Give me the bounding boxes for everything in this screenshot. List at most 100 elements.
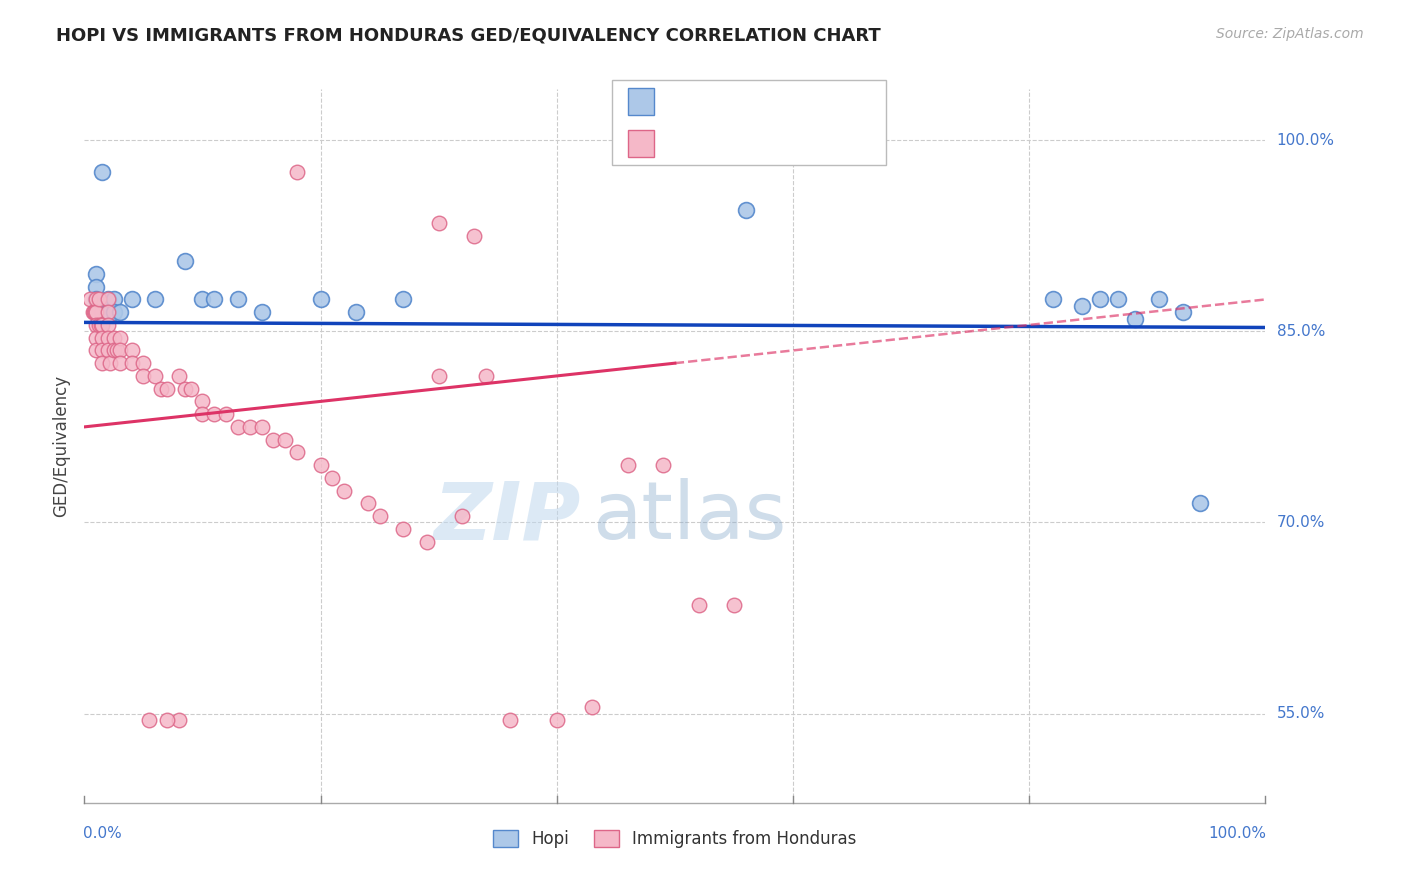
- Point: [191, 293, 214, 307]
- Point: [91, 343, 114, 358]
- Point: [138, 713, 160, 727]
- Point: [202, 407, 225, 421]
- Point: [84, 305, 107, 319]
- Point: [84, 343, 107, 358]
- Point: [121, 293, 143, 307]
- Point: [285, 445, 308, 459]
- Point: [475, 368, 498, 383]
- Point: [150, 382, 173, 396]
- Point: [121, 356, 143, 370]
- Point: [226, 293, 249, 307]
- Point: [108, 356, 131, 370]
- Point: [546, 713, 568, 727]
- Text: atlas: atlas: [592, 478, 786, 557]
- Point: [392, 522, 415, 536]
- Point: [108, 331, 131, 345]
- Point: [1107, 293, 1129, 307]
- Text: 29: 29: [807, 95, 831, 113]
- Text: 100.0%: 100.0%: [1277, 133, 1334, 148]
- Point: [97, 293, 120, 307]
- Point: [191, 394, 214, 409]
- Text: 100.0%: 100.0%: [1209, 826, 1267, 841]
- Point: [180, 382, 202, 396]
- Point: [344, 305, 367, 319]
- Point: [723, 599, 745, 613]
- Text: R =: R =: [662, 95, 699, 113]
- Text: -0.045: -0.045: [709, 95, 768, 113]
- Point: [1171, 305, 1194, 319]
- Point: [368, 509, 391, 524]
- Point: [581, 700, 603, 714]
- Point: [97, 331, 120, 345]
- Point: [84, 293, 107, 307]
- Point: [103, 293, 125, 307]
- Point: [97, 305, 120, 319]
- Point: [215, 407, 238, 421]
- Text: Source: ZipAtlas.com: Source: ZipAtlas.com: [1216, 27, 1364, 41]
- Text: N =: N =: [768, 95, 804, 113]
- Point: [91, 305, 114, 319]
- Point: [1125, 311, 1147, 326]
- Point: [97, 293, 120, 307]
- Point: [285, 165, 308, 179]
- Point: [84, 293, 107, 307]
- Point: [392, 293, 415, 307]
- Text: HOPI VS IMMIGRANTS FROM HONDURAS GED/EQUIVALENCY CORRELATION CHART: HOPI VS IMMIGRANTS FROM HONDURAS GED/EQU…: [56, 27, 882, 45]
- Point: [98, 356, 121, 370]
- Point: [1071, 299, 1094, 313]
- Point: [309, 293, 332, 307]
- Point: [132, 368, 155, 383]
- Point: [498, 713, 520, 727]
- Point: [132, 356, 155, 370]
- Point: [416, 534, 439, 549]
- Point: [191, 407, 214, 421]
- Point: [143, 293, 166, 307]
- Point: [84, 305, 107, 319]
- Point: [173, 254, 195, 268]
- Point: [108, 343, 131, 358]
- Point: [84, 267, 107, 281]
- Text: R =: R =: [662, 137, 699, 155]
- Text: 0.0%: 0.0%: [83, 826, 122, 841]
- Point: [84, 331, 107, 345]
- Point: [239, 420, 262, 434]
- Point: [427, 368, 450, 383]
- Point: [103, 331, 125, 345]
- Point: [427, 216, 450, 230]
- Point: [250, 420, 273, 434]
- Point: [167, 368, 190, 383]
- Point: [91, 356, 114, 370]
- Point: [156, 713, 179, 727]
- Point: [226, 420, 249, 434]
- Point: [1088, 293, 1111, 307]
- Text: ZIP: ZIP: [433, 478, 581, 557]
- Text: 71: 71: [807, 137, 830, 155]
- Point: [103, 343, 125, 358]
- Point: [97, 343, 120, 358]
- Point: [250, 305, 273, 319]
- Point: [652, 458, 675, 472]
- Point: [83, 305, 105, 319]
- Point: [97, 305, 120, 319]
- Point: [91, 165, 114, 179]
- Point: [90, 318, 112, 332]
- Point: [262, 433, 284, 447]
- Text: 70.0%: 70.0%: [1277, 515, 1324, 530]
- Point: [274, 433, 297, 447]
- Point: [173, 382, 195, 396]
- Point: [143, 368, 166, 383]
- Point: [309, 458, 332, 472]
- Point: [156, 382, 179, 396]
- Point: [333, 483, 356, 498]
- Point: [1042, 293, 1064, 307]
- Text: 0.133: 0.133: [709, 137, 761, 155]
- Point: [321, 471, 343, 485]
- Point: [84, 318, 107, 332]
- Point: [121, 343, 143, 358]
- Point: [103, 305, 125, 319]
- Y-axis label: GED/Equivalency: GED/Equivalency: [52, 375, 70, 517]
- Point: [688, 599, 710, 613]
- Point: [734, 203, 756, 218]
- Point: [82, 305, 104, 319]
- Point: [91, 331, 114, 345]
